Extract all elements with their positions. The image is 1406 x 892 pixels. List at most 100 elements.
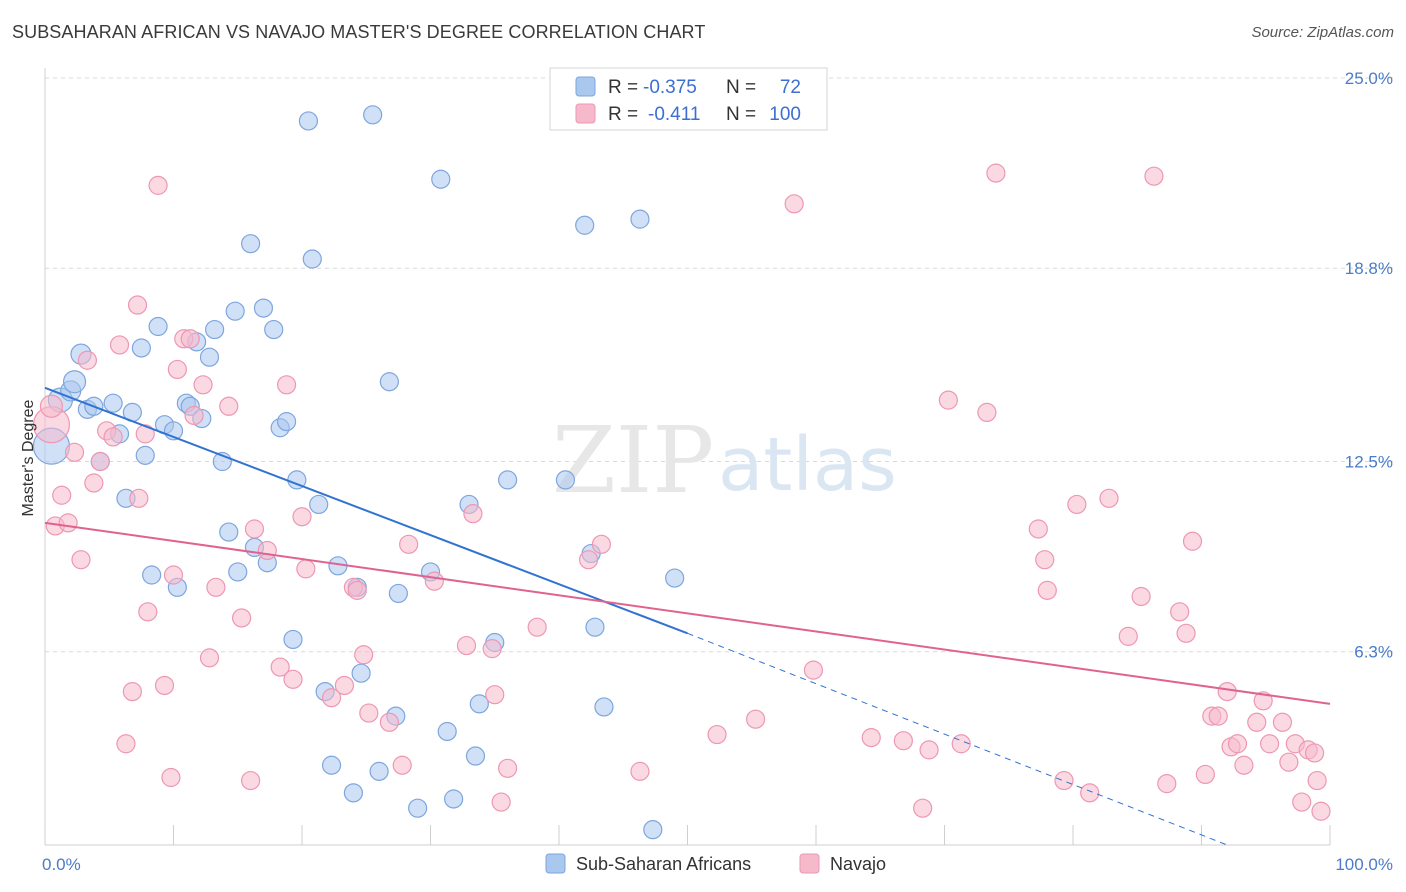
sub-saharan-points	[32, 105, 685, 840]
legend: R = -0.375 N = 72 R = -0.411 N = 100	[549, 67, 828, 131]
navajo-point-89	[1217, 681, 1237, 702]
bottom-legend: Sub-Saharan Africans Navajo	[545, 853, 886, 874]
navajo-point-57	[578, 550, 599, 570]
navajo-point-23	[167, 359, 187, 380]
navajo-point-60	[707, 724, 727, 745]
sub-saharan-point-55	[437, 721, 457, 742]
sub-saharan-point-35	[276, 412, 297, 432]
navajo-point-17	[135, 424, 155, 444]
sub-saharan-point-12	[131, 338, 151, 358]
navajo-point-83	[1170, 602, 1190, 622]
navajo-point-22	[163, 565, 184, 585]
sub-saharan-point-24	[205, 319, 225, 340]
watermark: ZIP atlas	[552, 407, 897, 514]
navajo-point-12	[109, 335, 130, 355]
legend-r-label-blue: R =	[608, 77, 638, 98]
navajo-points	[32, 163, 1331, 821]
navajo-point-73	[1035, 550, 1055, 570]
navajo-point-79	[1118, 626, 1138, 646]
navajo-point-69	[951, 734, 971, 754]
navajo-point-30	[219, 396, 239, 416]
navajo-point-36	[276, 375, 297, 395]
navajo-point-103	[1307, 770, 1327, 791]
sub-saharan-point-65	[585, 617, 605, 637]
navajo-point-6	[71, 550, 91, 570]
sub-saharan-point-3	[62, 370, 87, 394]
sub-saharan-point-47	[363, 105, 383, 125]
navajo-point-47	[392, 755, 412, 775]
navajo-point-18	[138, 602, 158, 622]
sub-saharan-point-13	[135, 445, 155, 465]
navajo-point-102	[1311, 801, 1331, 821]
navajo-point-37	[283, 669, 303, 689]
sub-saharan-point-48	[369, 761, 389, 781]
navajo-point-78	[1099, 488, 1119, 508]
navajo-point-53	[485, 685, 505, 705]
navajo-point-95	[1260, 734, 1280, 754]
sub-saharan-point-54	[431, 169, 451, 189]
sub-saharan-trend-extension	[687, 632, 1228, 846]
sub-saharan-point-42	[321, 755, 342, 775]
legend-swatch-pink	[575, 103, 596, 124]
navajo-point-29	[206, 577, 226, 597]
navajo-point-44	[354, 645, 374, 665]
navajo-point-9	[90, 451, 110, 472]
navajo-point-20	[154, 675, 175, 696]
y-tick-label-2: 18.8%	[1345, 259, 1393, 278]
sub-saharan-point-26	[219, 522, 239, 542]
navajo-point-3	[52, 485, 72, 505]
sub-saharan-point-38	[298, 111, 319, 131]
navajo-point-68	[938, 390, 958, 410]
navajo-point-72	[1028, 519, 1048, 539]
chart-title: SUBSAHARAN AFRICAN VS NAVAJO MASTER'S DE…	[12, 22, 706, 42]
y-tick-label-3: 25.0%	[1345, 69, 1393, 88]
navajo-point-59	[630, 761, 650, 781]
y-tick-label-1: 12.5%	[1345, 453, 1393, 472]
navajo-point-7	[77, 350, 98, 370]
y-tick-label-0: 6.3%	[1354, 643, 1393, 662]
sub-saharan-point-33	[264, 319, 284, 340]
navajo-point-51	[463, 504, 483, 524]
navajo-point-1	[39, 394, 64, 418]
navajo-point-21	[161, 767, 181, 788]
navajo-point-88	[1208, 706, 1228, 726]
y-tick-labels: 6.3% 12.5% 18.8% 25.0%	[1345, 69, 1393, 662]
x-tick-labels: 0.0% 100.0%	[42, 855, 1393, 874]
navajo-point-56	[527, 617, 547, 637]
navajo-point-52	[482, 639, 502, 659]
sub-saharan-point-15	[148, 316, 168, 337]
navajo-point-38	[292, 507, 312, 527]
sub-saharan-point-56	[444, 789, 464, 809]
sub-saharan-point-27	[225, 301, 245, 321]
sub-saharan-point-59	[469, 694, 489, 714]
navajo-point-50	[456, 635, 477, 656]
navajo-point-84	[1176, 623, 1196, 643]
sub-saharan-point-14	[142, 565, 162, 585]
navajo-point-26	[184, 405, 204, 426]
navajo-point-77	[1080, 783, 1100, 803]
sub-saharan-point-40	[309, 494, 329, 515]
navajo-point-66	[913, 798, 933, 818]
legend-r-value-blue: -0.375	[643, 77, 697, 98]
navajo-point-92	[1234, 755, 1254, 775]
legend-box	[549, 67, 828, 131]
trend-lines	[44, 386, 1331, 846]
navajo-point-8	[84, 473, 104, 493]
sub-saharan-point-46	[351, 663, 371, 683]
sub-saharan-point-68	[643, 820, 663, 840]
navajo-point-97	[1279, 752, 1299, 772]
navajo-point-101	[1304, 743, 1325, 763]
navajo-point-16	[129, 488, 149, 508]
navajo-point-39	[296, 559, 316, 579]
sub-saharan-point-8	[103, 393, 123, 413]
navajo-point-86	[1195, 764, 1215, 785]
navajo-point-43	[347, 580, 367, 600]
grid	[45, 77, 1394, 653]
sub-saharan-point-31	[253, 298, 274, 318]
bottom-legend-label-blue: Sub-Saharan Africans	[576, 854, 751, 874]
legend-n-value-blue: 72	[780, 77, 801, 98]
sub-saharan-point-50	[388, 583, 408, 604]
sub-saharan-point-28	[228, 562, 248, 582]
navajo-point-85	[1182, 531, 1203, 551]
